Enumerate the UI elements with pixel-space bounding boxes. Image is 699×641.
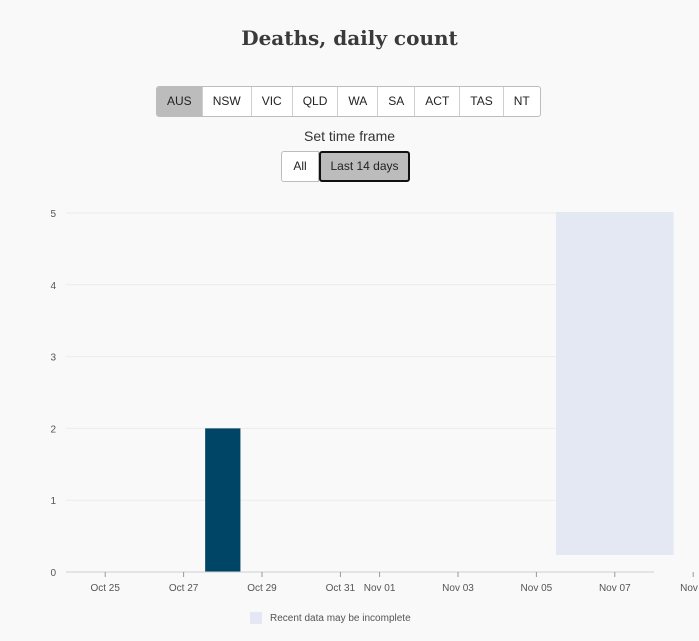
region-button-aus[interactable]: AUS [157, 87, 203, 116]
x-tick-label: Nov 03 [442, 583, 474, 594]
region-button-nt[interactable]: NT [513, 94, 530, 108]
y-tick-label: 2 [50, 424, 56, 435]
region-button-nsw[interactable]: NSW [203, 87, 252, 116]
x-tick-label: Oct 25 [90, 583, 120, 594]
x-tick-label: Nov 05 [521, 583, 553, 594]
legend-incomplete-swatch [250, 612, 262, 624]
bar-chart: 0 1 2 3 4 5 Oct 25 Oct 27 Oct 29 Oct 31 Nov 01 Nov … [50, 209, 699, 594]
region-button-qld[interactable]: QLD [293, 87, 339, 116]
incomplete-data-region [556, 212, 674, 555]
y-tick-label: 5 [50, 209, 56, 220]
y-tick-label: 4 [50, 281, 56, 292]
timeframe-label: Set time frame [303, 128, 396, 144]
y-tick-label: 3 [50, 353, 56, 364]
region-button-sa[interactable]: SA [378, 87, 416, 116]
region-selector: AUS NSW VIC QLD WA SA ACT TAS NT [156, 86, 541, 117]
x-tick-label: Oct 27 [169, 583, 199, 594]
timeframe-all-button[interactable]: All [281, 151, 319, 182]
x-tick-label: Nov 01 [364, 583, 396, 594]
x-tick-label: Oct 31 [326, 583, 356, 594]
legend-incomplete-label: Recent data may be incomplete [270, 612, 411, 624]
y-tick-label: 1 [50, 496, 56, 507]
bar [205, 428, 241, 572]
chart-title: Deaths, daily count [241, 26, 458, 50]
region-button-act[interactable]: ACT [415, 87, 461, 116]
timeframe-selector: All Last 14 days [281, 151, 410, 182]
region-button-wa[interactable]: WA [338, 87, 379, 116]
y-tick-label: 0 [50, 568, 56, 579]
x-tick-label: Nov 0 [680, 583, 699, 594]
timeframe-14-days-button[interactable]: Last 14 days [319, 151, 410, 182]
region-button-tas[interactable]: TAS [460, 87, 504, 116]
x-tick-label: Nov 07 [599, 583, 631, 594]
region-button-vic[interactable]: VIC [252, 87, 293, 116]
x-tick-label: Oct 29 [247, 583, 277, 594]
legend: Recent data may be incomplete [250, 612, 411, 624]
